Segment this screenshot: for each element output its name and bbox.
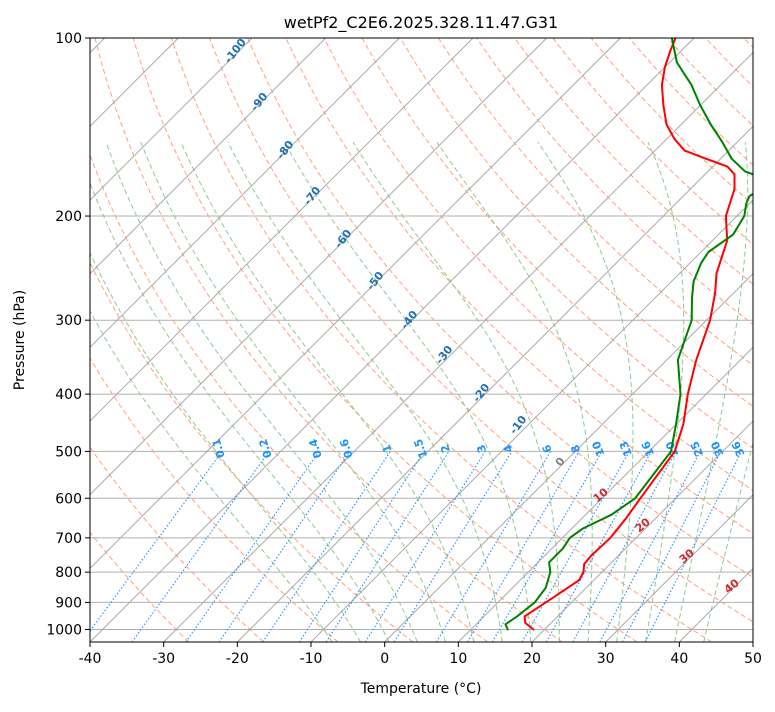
y-tick-label: 800 xyxy=(55,565,82,581)
x-axis-ticks: -40 -30 -20 -10 0 10 20 30 40 50 xyxy=(79,642,762,667)
y-tick-label: 700 xyxy=(55,531,82,547)
y-tick-label: 100 xyxy=(55,31,82,47)
x-tick-label: 20 xyxy=(523,651,541,667)
y-tick-label: 900 xyxy=(55,595,82,611)
x-axis-label: Temperature (°C) xyxy=(360,681,482,697)
x-tick-label: 40 xyxy=(670,651,688,667)
y-tick-label: 200 xyxy=(55,209,82,225)
x-tick-label: -30 xyxy=(152,651,175,667)
y-axis-label: Pressure (hPa) xyxy=(12,290,28,390)
isotherm-line xyxy=(753,38,775,642)
y-tick-label: 600 xyxy=(55,491,82,507)
x-tick-label: 50 xyxy=(744,651,762,667)
x-tick-label: -20 xyxy=(226,651,249,667)
x-tick-label: 0 xyxy=(380,651,389,667)
y-tick-label: 400 xyxy=(55,387,82,403)
y-tick-label: 1000 xyxy=(46,622,82,638)
x-tick-label: 10 xyxy=(449,651,467,667)
x-tick-label: -10 xyxy=(300,651,323,667)
x-tick-label: -40 xyxy=(79,651,102,667)
chart-title: wetPf2_C2E6.2025.328.11.47.G31 xyxy=(284,13,558,33)
x-tick-label: 30 xyxy=(597,651,615,667)
y-axis-ticks: 1000 900 800 700 600 500 400 300 200 100 xyxy=(46,31,90,638)
y-tick-label: 500 xyxy=(55,444,82,460)
y-tick-label: 300 xyxy=(55,313,82,329)
